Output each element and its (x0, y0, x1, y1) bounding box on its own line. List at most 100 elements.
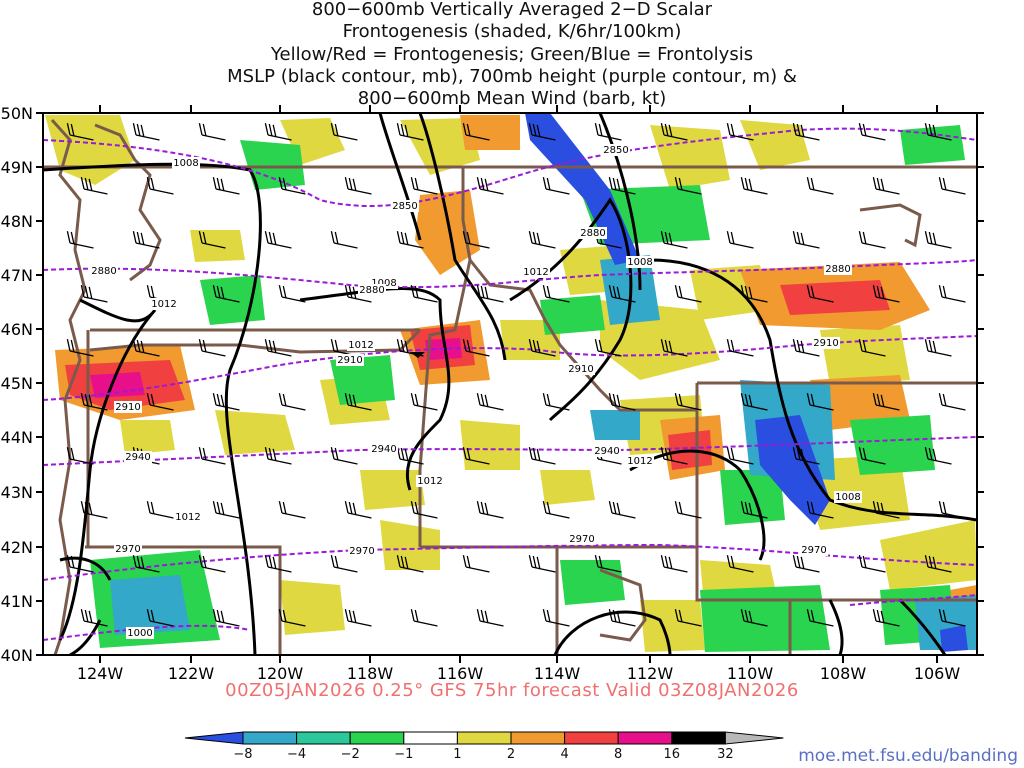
wind-barb (792, 123, 820, 141)
wind-barb (264, 123, 292, 141)
height-label-bg (370, 443, 398, 455)
wind-barb (264, 447, 292, 465)
height-label-bg (358, 284, 386, 296)
wind-barb (726, 231, 754, 249)
lat-label: 41N (1, 592, 33, 611)
wind-barb (396, 555, 424, 573)
latitude-axis: 50N 49N 48N 47N 46N 45N 44N 43N 42N 41N 40N (1, 104, 984, 665)
mslp-label: 1012 (523, 267, 548, 278)
wind-barb (66, 123, 94, 141)
lat-label: 47N (1, 266, 33, 285)
mslp-label-bg (522, 266, 550, 278)
wind-barb (132, 339, 160, 357)
wind-barb (476, 609, 504, 627)
wind-barb (924, 339, 952, 357)
colorbar-swatch (403, 731, 458, 745)
colorbar-label: −8 (233, 747, 253, 762)
wind-barb (542, 501, 570, 519)
mslp-label: 1008 (835, 492, 860, 503)
colorbar-label: 32 (717, 747, 734, 762)
wind-barb (198, 123, 226, 141)
wind-barb (330, 123, 358, 141)
height-label: 2880 (825, 264, 850, 275)
wind-barb (542, 609, 570, 627)
wind-barb (476, 393, 504, 411)
height-label-bg (114, 543, 142, 555)
wind-barb (938, 285, 966, 303)
height-label: 2880 (359, 285, 384, 296)
wind-barb (264, 231, 292, 249)
wind-barb (264, 555, 292, 573)
colorbar-swatch (617, 731, 673, 745)
wind-barb (132, 123, 160, 141)
wind-barb (212, 501, 240, 519)
wind-barb (858, 231, 886, 249)
lon-label: 118W (347, 664, 394, 683)
wind-barb (528, 447, 556, 465)
mslp-label: 1012 (627, 456, 652, 467)
mslp-label-bg (626, 256, 654, 268)
mslp-label-bg (172, 157, 200, 169)
wind-barb (146, 393, 174, 411)
colorbar-swatch (510, 731, 566, 745)
wind-barb (410, 285, 438, 303)
wind-barb (608, 285, 636, 303)
wind-barb (674, 501, 702, 519)
colorbar-label: 16 (663, 747, 681, 762)
wind-barb (594, 555, 622, 573)
wind-barb (858, 555, 886, 573)
height-label-bg (90, 265, 118, 277)
height-label: 2850 (392, 201, 417, 212)
lon-label: 108W (820, 664, 867, 683)
height-label: 2910 (115, 402, 140, 413)
wind-barb (740, 501, 768, 519)
mslp-label: 1012 (417, 476, 442, 487)
lon-label: 116W (437, 664, 484, 683)
wind-barb (726, 447, 754, 465)
wind-barb (278, 393, 306, 411)
height-label-bg (567, 363, 595, 375)
mslp-label: 1012 (348, 340, 373, 351)
wind-barb (396, 123, 424, 141)
wind-barb (278, 177, 306, 195)
wind-barb (462, 123, 490, 141)
colorbar-swatch (456, 731, 512, 745)
mslp-label-bg (150, 298, 178, 310)
wind-barb (344, 393, 372, 411)
wind-barb (476, 501, 504, 519)
mslp-label: 1008 (627, 257, 652, 268)
wind-barb (528, 123, 556, 141)
colorbar-swatch (296, 731, 351, 745)
mslp-label: 1008 (173, 158, 198, 169)
height-label: 2970 (115, 544, 140, 555)
height-label-bg (114, 401, 142, 413)
wind-barb (924, 447, 952, 465)
wind-barb (410, 393, 438, 411)
lon-label: 112W (627, 664, 674, 683)
wind-barb (792, 447, 820, 465)
height-label-bg (812, 337, 840, 349)
wind-barb (462, 339, 490, 357)
wind-barb (462, 231, 490, 249)
wind-barb (212, 177, 240, 195)
title-line-5: 800−600mb Mean Wind (barb, kt) (357, 88, 667, 109)
wind-barb (396, 231, 424, 249)
wind-barb (396, 339, 424, 357)
wind-barb (212, 609, 240, 627)
mslp-label: 1012 (151, 299, 176, 310)
height-label: 2910 (813, 338, 838, 349)
wind-barb (806, 393, 834, 411)
wind-barb (344, 285, 372, 303)
wind-barb (344, 501, 372, 519)
source-url[interactable]: moe.met.fsu.edu/banding (798, 746, 1018, 766)
wind-barb (132, 555, 160, 573)
wind-barb (792, 231, 820, 249)
wind-barb (872, 285, 900, 303)
lat-label: 44N (1, 428, 33, 447)
height-label: 2940 (125, 452, 150, 463)
wind-barb (872, 609, 900, 627)
height-label-bg (568, 533, 596, 545)
wind-barb (726, 555, 754, 573)
title-line-4: MSLP (black contour, mb), 700mb height (… (227, 66, 797, 87)
wind-barb (740, 285, 768, 303)
